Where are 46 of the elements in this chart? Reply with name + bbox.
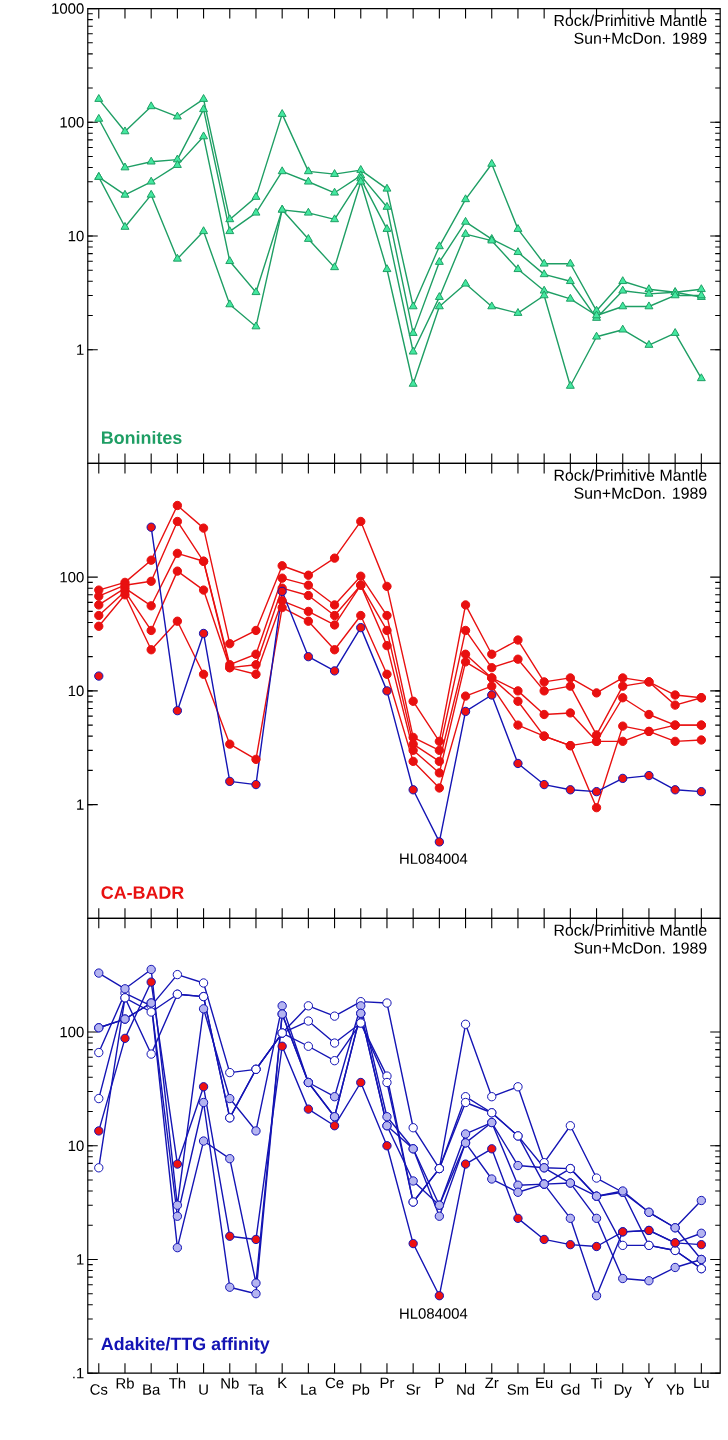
y-tick-label: 1: [77, 1254, 84, 1265]
text: CA-BADR: [101, 886, 184, 899]
x-tick-label: Sm: [507, 1384, 529, 1395]
y-tick-label: 100: [60, 117, 84, 128]
x-tick-label: La: [301, 1384, 317, 1395]
y-tick-label: 1: [77, 344, 84, 355]
annotation: Sun+McDon. 1989: [574, 32, 707, 44]
y-tick-label: 1000: [52, 3, 84, 14]
x-tick-label: Lu: [694, 1377, 709, 1389]
y-tick-label: 10: [68, 230, 84, 242]
x-tick-label: Ce: [325, 1377, 344, 1389]
annotation: Rock/Primitive Mantle: [554, 469, 707, 481]
annotation: Sun+McDon. 1989: [574, 942, 707, 954]
annotation: Rock/Primitive Mantle: [554, 14, 707, 27]
annotation: Rock/Primitive Mantle: [554, 924, 707, 936]
y-tick-label: 100: [60, 571, 84, 583]
y-tick-label: 1: [77, 799, 84, 810]
x-tick-label: Gd: [561, 1383, 580, 1395]
x-tick-label: Nd: [457, 1383, 475, 1395]
x-tick-label: Th: [168, 1377, 186, 1389]
x-tick-label: Y: [644, 1377, 654, 1388]
x-tick-label: Yb: [666, 1383, 684, 1395]
x-tick-label: Zr: [485, 1377, 499, 1388]
x-tick-label: P: [435, 1377, 444, 1388]
annotation: Sun+McDon. 1989: [574, 487, 707, 499]
x-tick-label: Pb: [352, 1383, 370, 1395]
x-tick-label: Ti: [590, 1377, 602, 1389]
x-tick-label: K: [278, 1377, 287, 1388]
annotation: HL084004: [400, 853, 468, 864]
x-tick-label: Ba: [143, 1384, 161, 1395]
text: Adakite/TTG affinity: [101, 1337, 270, 1354]
y-tick-label: 10: [68, 685, 84, 697]
annotation: HL084004: [400, 1308, 468, 1319]
x-tick-label: Rb: [116, 1377, 134, 1389]
x-tick-label: Sr: [406, 1384, 421, 1395]
y-tick-label: 100: [60, 1026, 84, 1038]
x-tick-label: Ta: [248, 1384, 264, 1395]
y-tick-label: .1: [73, 1368, 84, 1379]
x-tick-label: U: [199, 1384, 208, 1395]
x-tick-label: Nb: [221, 1377, 239, 1389]
x-tick-label: Pr: [380, 1377, 395, 1388]
text: Boninites: [101, 430, 182, 445]
x-tick-label: Cs: [90, 1384, 108, 1395]
x-tick-label: Dy: [614, 1384, 632, 1398]
x-tick-label: Eu: [536, 1377, 553, 1389]
y-tick-label: 10: [68, 1140, 84, 1152]
